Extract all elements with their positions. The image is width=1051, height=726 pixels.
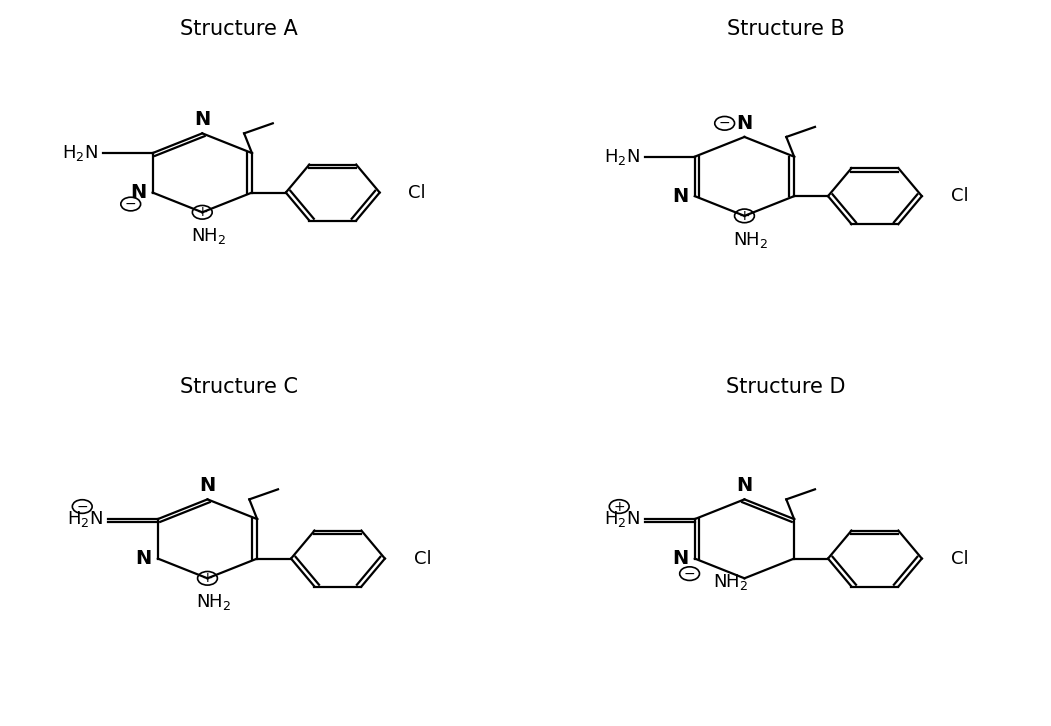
Text: Structure C: Structure C: [180, 378, 297, 397]
Text: Structure A: Structure A: [180, 19, 297, 38]
Text: N: N: [194, 110, 210, 129]
Text: NH$_2$: NH$_2$: [197, 592, 231, 612]
Text: Cl: Cl: [950, 187, 968, 205]
Text: H$_2$N: H$_2$N: [604, 147, 640, 167]
Text: H$_2$N: H$_2$N: [604, 509, 640, 529]
Text: +: +: [202, 571, 213, 585]
Text: Cl: Cl: [413, 550, 431, 568]
Text: −: −: [125, 197, 137, 211]
Text: N: N: [673, 549, 688, 568]
Text: N: N: [130, 183, 146, 202]
Text: H$_2$N: H$_2$N: [67, 509, 103, 529]
Text: N: N: [737, 476, 753, 495]
Text: NH$_2$: NH$_2$: [733, 229, 768, 250]
Text: Cl: Cl: [950, 550, 968, 568]
Text: N: N: [673, 187, 688, 205]
Text: +: +: [739, 209, 750, 223]
Text: N: N: [737, 114, 753, 133]
Text: H$_2$N: H$_2$N: [62, 143, 98, 163]
Text: +: +: [197, 205, 208, 219]
Text: +: +: [614, 499, 625, 513]
Text: Structure B: Structure B: [727, 19, 845, 38]
Text: −: −: [77, 499, 88, 513]
Text: N: N: [200, 476, 215, 495]
Text: Cl: Cl: [409, 184, 426, 202]
Text: −: −: [684, 566, 696, 581]
Text: NH$_2$: NH$_2$: [191, 226, 226, 246]
Text: N: N: [136, 549, 151, 568]
Text: −: −: [719, 116, 730, 130]
Text: NH$_2$: NH$_2$: [713, 572, 748, 592]
Text: Structure D: Structure D: [726, 378, 846, 397]
